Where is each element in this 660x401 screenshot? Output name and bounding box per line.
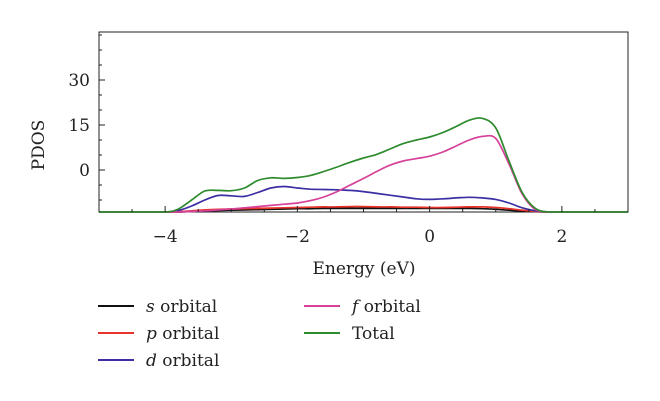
axis-ticks: −4 −2 0 2 0 15 30 — [68, 34, 629, 247]
plot-border — [98, 31, 629, 213]
series-lines — [99, 117, 628, 213]
legend-label-p-orbital: p orbital — [146, 324, 219, 344]
x-tick-label: −4 — [153, 227, 178, 247]
series-line-d-orbital — [99, 185, 628, 213]
y-tick-label: 0 — [79, 161, 90, 181]
y-tick-label: 30 — [68, 71, 90, 91]
legend-orbital-letter: s — [146, 297, 155, 317]
x-tick-label: 0 — [424, 227, 435, 247]
x-tick-label: 2 — [556, 227, 567, 247]
series-line-f-orbital — [99, 134, 628, 213]
x-axis-label: Energy (eV) — [312, 259, 415, 279]
legend-label-d-orbital: d orbital — [146, 351, 219, 371]
legend-label-text: orbital — [157, 351, 220, 371]
series-line-total — [99, 117, 628, 213]
legend-label-f-orbital: f orbital — [350, 297, 421, 317]
legend-label-text: orbital — [155, 297, 218, 317]
plot-frame — [98, 31, 629, 213]
legend-label-s-orbital: s orbital — [146, 297, 217, 317]
x-tick-label: −2 — [285, 227, 310, 247]
legend-label-text: Total — [352, 324, 395, 344]
legend-orbital-letter: p — [146, 324, 157, 344]
legend-label-text: orbital — [157, 324, 220, 344]
y-axis-label: PDOS — [29, 120, 49, 171]
legend-orbital-letter: d — [146, 351, 157, 371]
legend-label-text: orbital — [358, 297, 421, 317]
legend-label-total: Total — [352, 324, 395, 344]
legend-orbital-letter: f — [350, 297, 361, 317]
y-tick-label: 15 — [68, 116, 90, 136]
